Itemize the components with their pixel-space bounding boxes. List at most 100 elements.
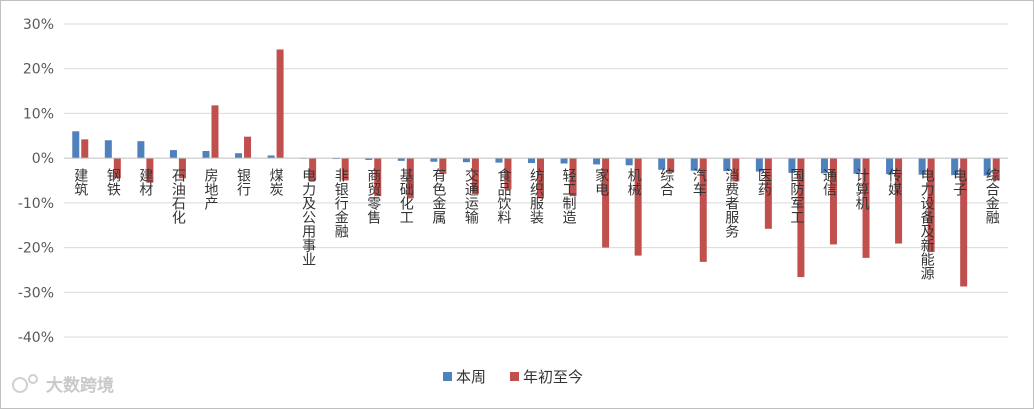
legend-label-weekly: 本周 <box>456 368 486 386</box>
bar-ytd <box>927 158 935 253</box>
y-tick-label: 10% <box>23 106 54 122</box>
x-tick-label: 汽车 <box>691 168 707 196</box>
x-tick-label: 石油石化 <box>170 168 186 225</box>
bar-ytd <box>406 158 414 199</box>
bars <box>72 49 1000 287</box>
legend-swatch-weekly <box>443 372 452 381</box>
x-tick-label: 交通运输 <box>463 167 479 224</box>
x-tick-label: 纺织服装 <box>528 168 544 224</box>
bar-ytd <box>960 158 968 287</box>
x-tick-label: 建筑 <box>72 168 88 197</box>
bar-ytd <box>732 158 740 182</box>
gridlines <box>64 23 1008 338</box>
bar-weekly <box>137 141 145 159</box>
bar-ytd <box>113 158 121 179</box>
x-tick-label: 轻工制造 <box>561 168 577 225</box>
x-tick-label: 国防军工 <box>788 168 804 224</box>
bar-weekly <box>202 150 210 159</box>
bar-ytd <box>471 158 479 194</box>
bar-ytd <box>699 158 707 262</box>
x-tick-label: 非银行金融 <box>333 168 349 238</box>
bar-weekly <box>397 158 405 161</box>
bar-weekly <box>593 158 601 165</box>
bar-ytd <box>244 136 252 159</box>
bar-ytd <box>504 158 512 190</box>
y-tick-label: 30% <box>23 17 54 33</box>
x-tick-label: 基础化工 <box>398 167 414 224</box>
x-tick-label: 建材 <box>137 168 153 196</box>
y-tick-label: -10% <box>18 196 54 212</box>
bar-weekly <box>951 158 959 176</box>
bar-ytd <box>211 105 219 159</box>
legend-swatch-ytd <box>510 372 519 381</box>
bar-weekly <box>267 155 275 159</box>
bar-weekly <box>755 158 763 172</box>
bar-weekly <box>495 158 503 163</box>
x-tick-label: 银行 <box>235 168 251 197</box>
x-tick-label: 电力及公用事业 <box>300 168 316 266</box>
x-tick-label: 商贸零售 <box>365 168 381 224</box>
y-tick-label: -40% <box>18 330 54 346</box>
legend: 本周 年初至今 <box>443 368 583 386</box>
bar-weekly <box>853 158 861 174</box>
bar-ytd <box>537 158 544 199</box>
x-tick-label: 综合 <box>658 168 674 196</box>
x-tick-label: 煤炭 <box>268 168 284 196</box>
bar-weekly <box>560 158 568 164</box>
bar-ytd <box>374 158 382 197</box>
x-tick-label: 钢铁 <box>105 168 121 196</box>
bar-weekly <box>430 158 438 162</box>
bar-weekly <box>723 158 731 172</box>
x-tick-label: 计算机 <box>854 168 870 211</box>
bar-weekly <box>169 150 177 159</box>
y-tick-label: 0% <box>32 151 54 167</box>
bar-ytd <box>667 158 675 173</box>
bar-weekly <box>235 153 243 159</box>
bar-weekly <box>690 158 698 171</box>
watermark-text: 大数跨境 <box>46 375 114 396</box>
legend-label-ytd: 年初至今 <box>523 368 583 386</box>
bar-ytd <box>895 158 903 244</box>
x-tick-label: 电子 <box>951 168 967 196</box>
bar-ytd <box>439 158 447 174</box>
x-tick-label: 家电 <box>593 167 609 196</box>
bar-weekly <box>625 158 633 166</box>
watermark-logo-icon <box>12 377 28 393</box>
bar-weekly <box>104 140 112 159</box>
y-tick-label: -20% <box>18 241 54 257</box>
bar-ytd <box>569 158 577 197</box>
bar-weekly <box>365 158 373 160</box>
bar-weekly <box>462 158 470 163</box>
x-tick-label: 医药 <box>756 168 772 196</box>
bar-ytd <box>829 158 837 245</box>
x-tick-label: 电力设备及新能源 <box>919 168 935 280</box>
x-tick-label: 食品饮料 <box>495 167 511 224</box>
bar-weekly <box>788 158 796 173</box>
x-tick-label: 房地产 <box>202 168 218 211</box>
bar-ytd <box>862 158 870 258</box>
bar-weekly <box>918 158 926 175</box>
bar-weekly <box>983 158 991 176</box>
bar-ytd <box>81 139 89 159</box>
category-labels: 建筑 钢铁 建材 石油石化 房地产 银行 煤炭 电力及公用事业 非银行金融 商贸零售 基础化工 有色金… <box>72 167 999 280</box>
bar-weekly <box>820 158 828 174</box>
bar-ytd <box>992 158 1000 181</box>
x-tick-label: 传媒 <box>886 168 902 196</box>
x-tick-label: 有色金属 <box>430 168 446 224</box>
bar-weekly <box>72 131 80 159</box>
bar-weekly <box>886 158 894 175</box>
y-axis-ticks: -40% -30% -20% -10% 0% 10% 20% 30% <box>18 17 54 346</box>
bar-ytd <box>797 158 805 278</box>
bar-ytd <box>602 158 610 248</box>
bar-ytd <box>634 158 642 256</box>
bar-ytd <box>146 158 154 183</box>
x-tick-label: 综合金融 <box>984 168 1000 224</box>
x-tick-label: 消费者服务 <box>723 168 739 238</box>
y-tick-label: -30% <box>18 285 54 301</box>
x-tick-label: 机械 <box>626 168 642 196</box>
bar-weekly <box>658 158 666 170</box>
bar-ytd <box>341 158 349 181</box>
bar-ytd <box>276 49 284 159</box>
bar-ytd <box>178 158 186 179</box>
